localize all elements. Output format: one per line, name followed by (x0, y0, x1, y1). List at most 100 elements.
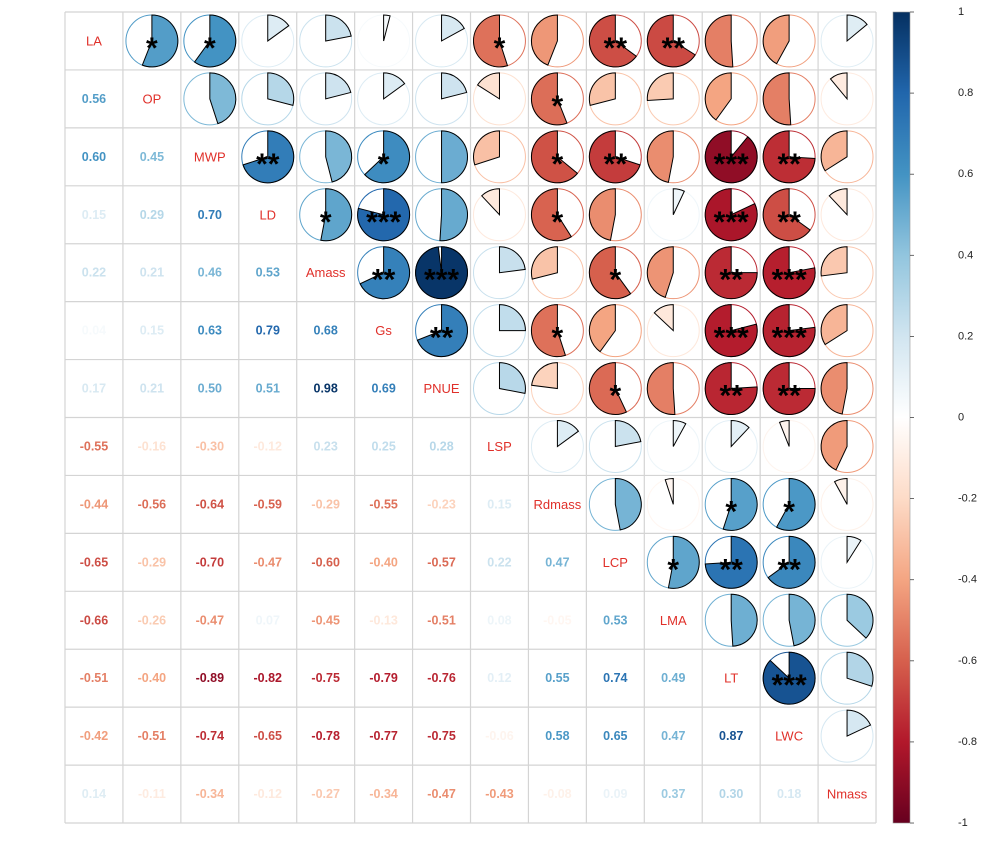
pie-slice (762, 14, 790, 65)
coefficient-label: -0.79 (369, 671, 398, 685)
variable-label-gs: Gs (375, 323, 392, 338)
pie-slice (325, 14, 352, 42)
significance-stars: * (494, 32, 506, 65)
colorbar-tick-label: 0.4 (958, 249, 973, 261)
pie-slice (846, 14, 868, 43)
coefficient-label: 0.68 (314, 324, 338, 338)
pie-slice (383, 72, 406, 100)
pie-slice (829, 72, 848, 101)
pie-slice (473, 14, 509, 68)
coefficient-label: -0.29 (138, 555, 167, 569)
pie-slice (775, 477, 816, 531)
coefficient-label: 0.47 (545, 555, 569, 569)
coefficient-label: -0.76 (427, 671, 456, 685)
coefficient-label: 0.45 (140, 150, 164, 164)
coefficient-label: 0.65 (603, 729, 627, 743)
pie-slice (530, 72, 568, 126)
coefficient-label: -0.89 (196, 671, 225, 685)
pie-slice (762, 362, 816, 415)
significance-stars: ** (662, 32, 686, 65)
pie-slice (359, 246, 411, 300)
coefficient-label: 0.56 (82, 92, 106, 106)
colorbar-tick-label: 0.8 (958, 87, 973, 99)
coefficient-label: 0.07 (256, 613, 280, 627)
significance-stars: ** (430, 322, 454, 355)
significance-stars: ** (372, 264, 396, 297)
coefficient-label: 0.17 (82, 382, 106, 396)
coefficient-label: -0.82 (254, 671, 283, 685)
significance-stars: ** (777, 206, 801, 239)
coefficient-label: -0.11 (138, 787, 166, 801)
pie-slice (498, 304, 526, 332)
pie-slice (614, 420, 642, 448)
coefficient-label: -0.74 (196, 729, 225, 743)
pie-slice (846, 593, 874, 639)
significance-stars: *** (714, 148, 749, 181)
significance-stars: * (609, 264, 621, 297)
coefficient-label: -0.75 (427, 729, 456, 743)
coefficient-label: 0.22 (82, 266, 106, 280)
pie-slice (439, 188, 468, 242)
pie-slice (415, 246, 468, 300)
pie-slice (498, 246, 526, 274)
pie-slice (320, 188, 353, 242)
colorbar-tick-label: -0.8 (958, 736, 977, 748)
pie-slice (441, 130, 469, 184)
coefficient-label: -0.59 (254, 497, 283, 511)
coefficient-label: -0.16 (138, 439, 167, 453)
significance-stars: * (378, 148, 390, 181)
variable-label-pnue: PNUE (423, 381, 459, 396)
coefficient-label: -0.34 (196, 787, 225, 801)
significance-stars: * (320, 206, 332, 239)
pie-slice (530, 130, 579, 184)
pie-slice (672, 188, 685, 215)
significance-stars: * (552, 206, 564, 239)
pie-slice (588, 188, 616, 241)
coefficient-label: -0.70 (196, 555, 225, 569)
coefficient-label: 0.98 (314, 382, 338, 396)
pie-slice (209, 72, 237, 125)
pie-slice (556, 420, 580, 448)
significance-stars: *** (714, 322, 749, 355)
pie-slice (588, 246, 632, 300)
coefficient-label: -0.51 (138, 729, 167, 743)
coefficient-label: -0.27 (311, 787, 340, 801)
coefficient-label: -0.64 (196, 497, 225, 511)
significance-stars: *** (772, 264, 807, 297)
coefficient-label: 0.12 (487, 671, 511, 685)
pie-slice (588, 304, 616, 353)
coefficient-label: 0.63 (198, 324, 222, 338)
coefficient-label: -0.40 (138, 671, 167, 685)
pie-slice (820, 362, 848, 415)
coefficient-label: -0.66 (80, 613, 109, 627)
coefficient-label: -0.34 (369, 787, 398, 801)
pie-slice (820, 130, 848, 172)
coefficient-label: 0.53 (603, 613, 627, 627)
pie-slice (267, 72, 295, 106)
pie-slice (664, 477, 674, 505)
pie-slice (730, 593, 758, 647)
coefficient-label: -0.75 (311, 671, 340, 685)
coefficient-label: 0.70 (198, 208, 222, 222)
coefficient-label: 0.25 (371, 439, 395, 453)
pie-slice (704, 246, 758, 300)
colorbar-tick-label: 0 (958, 412, 964, 424)
coefficient-label: 0.55 (545, 671, 569, 685)
coefficient-label: -0.29 (311, 497, 340, 511)
coefficient-label: 0.15 (140, 324, 164, 338)
pie-slice (498, 362, 526, 394)
pie-slice (473, 130, 500, 166)
significance-stars: ** (720, 553, 744, 586)
coefficient-label: -0.26 (138, 613, 167, 627)
pie-slice (667, 535, 700, 589)
colorbar-tick-label: 1 (958, 6, 964, 18)
pie-slice (141, 14, 179, 68)
significance-stars: ** (777, 553, 801, 586)
pie-slice (762, 651, 816, 705)
coefficient-label: -0.47 (427, 787, 456, 801)
pie-slice (193, 14, 237, 68)
pie-slice (722, 477, 758, 531)
pie-slice (704, 362, 758, 415)
coefficient-label: -0.51 (427, 613, 456, 627)
